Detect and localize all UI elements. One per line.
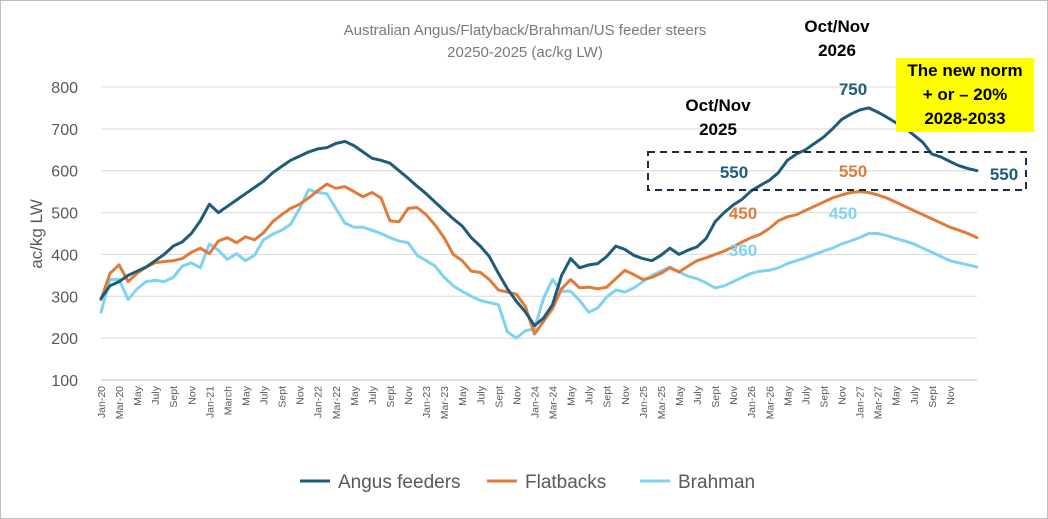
y-tick-label: 600 <box>51 164 78 181</box>
legend-label: Brahman <box>678 472 755 493</box>
legend: Angus feeders Flatbacks Brahman <box>300 472 755 493</box>
x-tick-label: Sept <box>710 386 722 408</box>
chart-title: Australian Angus/Flatyback/Brahman/US fe… <box>344 22 707 39</box>
y-axis-ticks: 100 200 300 400 500 600 700 800 <box>51 80 78 390</box>
x-tick-label: May <box>674 385 686 406</box>
x-tick-label: Mar-20 <box>114 386 126 419</box>
y-tick-label: 700 <box>51 122 78 139</box>
x-tick-label: July <box>800 385 812 404</box>
label-flatbacks-2025: 450 <box>729 204 757 223</box>
label-angus-end: 550 <box>990 165 1018 184</box>
annotation-oct-nov-2025-line2: 2025 <box>699 120 737 139</box>
annotation-new-norm-line3: 2028-2033 <box>924 109 1005 128</box>
x-tick-label: July <box>475 385 487 404</box>
annotation-new-norm-line1: The new norm <box>907 61 1022 80</box>
label-angus-2026: 750 <box>839 80 867 99</box>
x-tick-label: Sept <box>385 386 397 408</box>
annotation-oct-nov-2026-line2: 2026 <box>818 41 856 60</box>
x-tick-label: Mar-27 <box>873 386 885 419</box>
x-tick-label: July <box>150 385 162 404</box>
x-axis-ticks: Jan-20 Mar-20 May July Sept Nov Jan-21 March May… <box>96 385 957 419</box>
new-norm-highlight <box>896 58 1034 132</box>
series-line-angus-feeders <box>99 106 979 328</box>
x-tick-label: July <box>692 385 704 404</box>
x-tick-label: Mar-26 <box>764 386 776 419</box>
x-tick-label: Jan-20 <box>96 386 108 418</box>
x-tick-label: July <box>367 385 379 404</box>
x-tick-label: Sept <box>277 386 289 408</box>
x-tick-label: Jan-26 <box>746 386 758 418</box>
x-tick-label: Jan-21 <box>204 386 216 418</box>
label-brahman-2026: 450 <box>829 204 857 223</box>
x-tick-label: Nov <box>837 385 849 404</box>
x-tick-label: Sept <box>168 386 180 408</box>
x-tick-label: May <box>891 385 903 406</box>
x-tick-label: Nov <box>511 385 523 404</box>
x-tick-label: July <box>584 385 596 404</box>
label-brahman-2025: 360 <box>729 241 757 260</box>
series-line-brahman <box>99 188 979 340</box>
legend-label: Angus feeders <box>338 472 461 493</box>
x-tick-label: Mar-22 <box>331 386 343 419</box>
annotation-new-norm-line2: + or – 20% <box>923 85 1008 104</box>
series-line-flatbacks <box>99 182 979 336</box>
x-tick-label: Nov <box>295 385 307 404</box>
label-flatbacks-2026: 550 <box>839 162 867 181</box>
x-tick-label: May <box>566 385 578 406</box>
y-axis-label: ac/kg LW <box>27 199 46 269</box>
x-tick-label: Mar-23 <box>439 386 451 419</box>
y-tick-label: 100 <box>51 373 78 390</box>
y-tick-label: 300 <box>51 289 78 306</box>
x-tick-label: Sept <box>818 386 830 408</box>
chart-subtitle: 20250-2025 (ac/kg LW) <box>447 44 603 61</box>
annotation-oct-nov-2025-line1: Oct/Nov <box>685 96 751 115</box>
x-tick-label: May <box>457 385 469 406</box>
x-tick-label: March <box>222 386 234 415</box>
highlight-range-box <box>647 151 1027 191</box>
x-tick-label: Sept <box>927 386 939 408</box>
x-tick-label: May <box>240 385 252 406</box>
x-tick-label: May <box>132 385 144 406</box>
gridlines <box>101 86 977 381</box>
x-tick-label: Sept <box>602 386 614 408</box>
y-tick-label: 200 <box>51 331 78 348</box>
y-tick-label: 500 <box>51 206 78 223</box>
x-tick-label: May <box>349 385 361 406</box>
x-tick-label: Nov <box>945 385 957 404</box>
x-tick-label: Nov <box>728 385 740 404</box>
x-tick-label: Mar-24 <box>548 386 560 419</box>
x-tick-label: Nov <box>403 385 415 404</box>
x-tick-label: May <box>782 385 794 406</box>
y-tick-label: 800 <box>51 80 78 97</box>
x-tick-label: Jan-22 <box>313 386 325 418</box>
x-tick-label: Nov <box>186 385 198 404</box>
annotation-oct-nov-2026-line1: Oct/Nov <box>804 17 870 36</box>
x-tick-label: Mar-25 <box>656 386 668 419</box>
x-tick-label: July <box>259 385 271 404</box>
x-tick-label: Jan-24 <box>529 386 541 418</box>
x-tick-label: Jan-25 <box>638 386 650 418</box>
legend-label: Flatbacks <box>525 472 606 493</box>
y-tick-label: 400 <box>51 247 78 264</box>
label-angus-2025: 550 <box>720 163 748 182</box>
x-tick-label: Nov <box>620 385 632 404</box>
series-lines <box>99 106 979 340</box>
x-tick-label: Jan-27 <box>855 386 867 418</box>
x-tick-label: July <box>909 385 921 404</box>
x-tick-label: Sept <box>493 386 505 408</box>
x-tick-label: Jan-23 <box>421 386 433 418</box>
